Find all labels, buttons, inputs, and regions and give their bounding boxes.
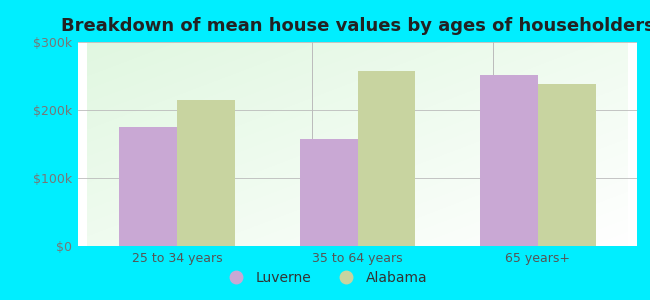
- Legend: Luverne, Alabama: Luverne, Alabama: [217, 265, 433, 290]
- Bar: [480, 75, 538, 246]
- Bar: [120, 127, 177, 246]
- Bar: [300, 139, 358, 246]
- Title: Breakdown of mean house values by ages of householders: Breakdown of mean house values by ages o…: [60, 17, 650, 35]
- Bar: [358, 70, 415, 246]
- Bar: [177, 100, 235, 246]
- Bar: [538, 84, 595, 246]
